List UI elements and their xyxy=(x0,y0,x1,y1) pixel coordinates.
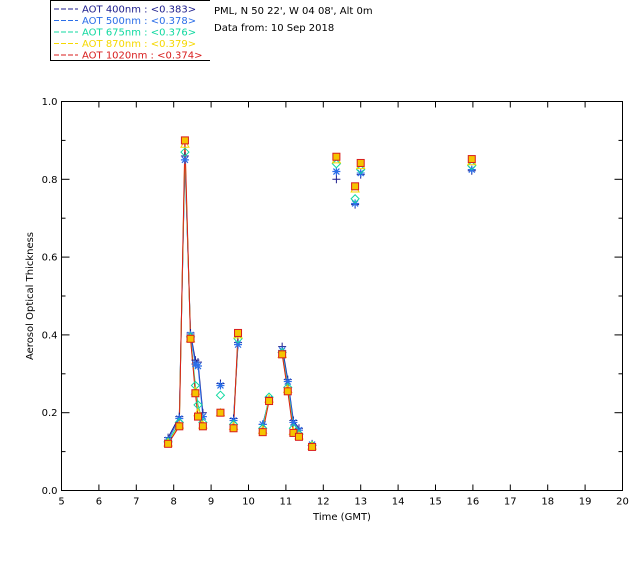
marker-1020nm xyxy=(216,408,225,417)
marker-500nm xyxy=(283,377,292,386)
x-tick-label: 7 xyxy=(133,497,139,508)
marker-1020nm xyxy=(351,182,360,191)
legend-label: AOT 1020nm : <0.374> xyxy=(82,51,202,62)
y-axis-title: Aerosol Optical Thickness xyxy=(25,232,36,360)
x-tick-label: 10 xyxy=(242,497,255,508)
info-block: PML, N 50 22', W 04 08', Alt 0m Data fro… xyxy=(214,6,373,34)
axis-ticks: 5 6 7 8 9 10 11 12 13 14 15 16 17 18 19 20 0.0 0.2 0.4 0.6 0… xyxy=(42,97,629,508)
series-lines xyxy=(167,140,300,445)
marker-675nm xyxy=(180,147,190,157)
x-tick-label: 20 xyxy=(616,497,629,508)
marker-1020nm xyxy=(258,428,267,437)
marker-500nm xyxy=(234,340,243,349)
series-line xyxy=(281,350,300,431)
marker-500nm xyxy=(194,362,203,371)
marker-1020nm xyxy=(308,442,317,451)
marker-500nm xyxy=(289,418,298,427)
x-tick-label: 16 xyxy=(467,497,480,508)
x-tick-label: 19 xyxy=(579,497,592,508)
legend-label: AOT 675nm : <0.376> xyxy=(82,28,196,39)
marker-675nm xyxy=(215,390,226,400)
legend-label: AOT 500nm : <0.378> xyxy=(82,16,196,27)
x-tick-label: 9 xyxy=(208,497,214,508)
marker-675nm xyxy=(350,194,360,204)
marker-1020nm xyxy=(278,350,287,359)
marker-1020nm xyxy=(186,334,195,343)
x-tick-label: 5 xyxy=(58,497,64,508)
series-line xyxy=(233,332,239,429)
x-tick-label: 13 xyxy=(354,497,367,508)
legend-label: AOT 400nm : <0.383> xyxy=(82,5,196,16)
legend-frame xyxy=(50,0,210,61)
marker-1020nm xyxy=(198,422,207,431)
x-tick-label: 18 xyxy=(541,497,554,508)
marker-1020nm xyxy=(194,412,203,421)
data-date: Data from: 10 Sep 2018 xyxy=(214,23,335,34)
x-axis-title: Time (GMT) xyxy=(312,512,371,523)
y-tick-label: 1.0 xyxy=(42,97,58,108)
x-tick-label: 14 xyxy=(392,497,405,508)
x-tick-label: 12 xyxy=(317,497,330,508)
marker-1020nm xyxy=(229,424,238,433)
marker-500nm xyxy=(198,412,207,421)
marker-1020nm xyxy=(467,155,476,164)
plot-frame xyxy=(61,101,623,491)
legend-label: AOT 870nm : <0.379> xyxy=(82,39,196,50)
marker-1020nm xyxy=(191,389,200,398)
marker-500nm xyxy=(216,381,225,390)
aot-chart: 5 6 7 8 9 10 11 12 13 14 15 16 17 18 19 20 0.0 0.2 0.4 0.6 0… xyxy=(25,97,629,523)
marker-1020nm xyxy=(283,387,292,396)
marker-1020nm xyxy=(180,136,189,145)
x-tick-label: 8 xyxy=(171,497,177,508)
station-location: PML, N 50 22', W 04 08', Alt 0m xyxy=(214,6,373,17)
marker-1020nm xyxy=(294,432,303,441)
y-tick-label: 0.2 xyxy=(42,408,58,419)
x-tick-label: 17 xyxy=(504,497,517,508)
marker-1020nm xyxy=(265,397,274,406)
series-line xyxy=(167,159,204,441)
series-markers xyxy=(163,136,477,451)
marker-1020nm xyxy=(332,152,341,161)
marker-500nm xyxy=(332,167,341,176)
marker-400nm xyxy=(332,175,341,184)
y-tick-label: 0.4 xyxy=(42,330,58,341)
x-tick-label: 15 xyxy=(429,497,442,508)
marker-1020nm xyxy=(234,328,243,337)
legend: AOT 400nm : <0.383>AOT 500nm : <0.378>AO… xyxy=(50,0,210,62)
y-tick-label: 0.8 xyxy=(42,175,58,186)
x-tick-label: 6 xyxy=(96,497,102,508)
y-tick-label: 0.6 xyxy=(42,253,58,264)
x-tick-label: 11 xyxy=(280,497,293,508)
marker-1020nm xyxy=(175,422,184,431)
series-line xyxy=(167,152,204,443)
marker-1020nm xyxy=(164,439,173,448)
y-tick-label: 0.0 xyxy=(42,486,58,497)
marker-1020nm xyxy=(356,158,365,167)
marker-500nm xyxy=(180,155,189,164)
series-line xyxy=(262,400,270,433)
